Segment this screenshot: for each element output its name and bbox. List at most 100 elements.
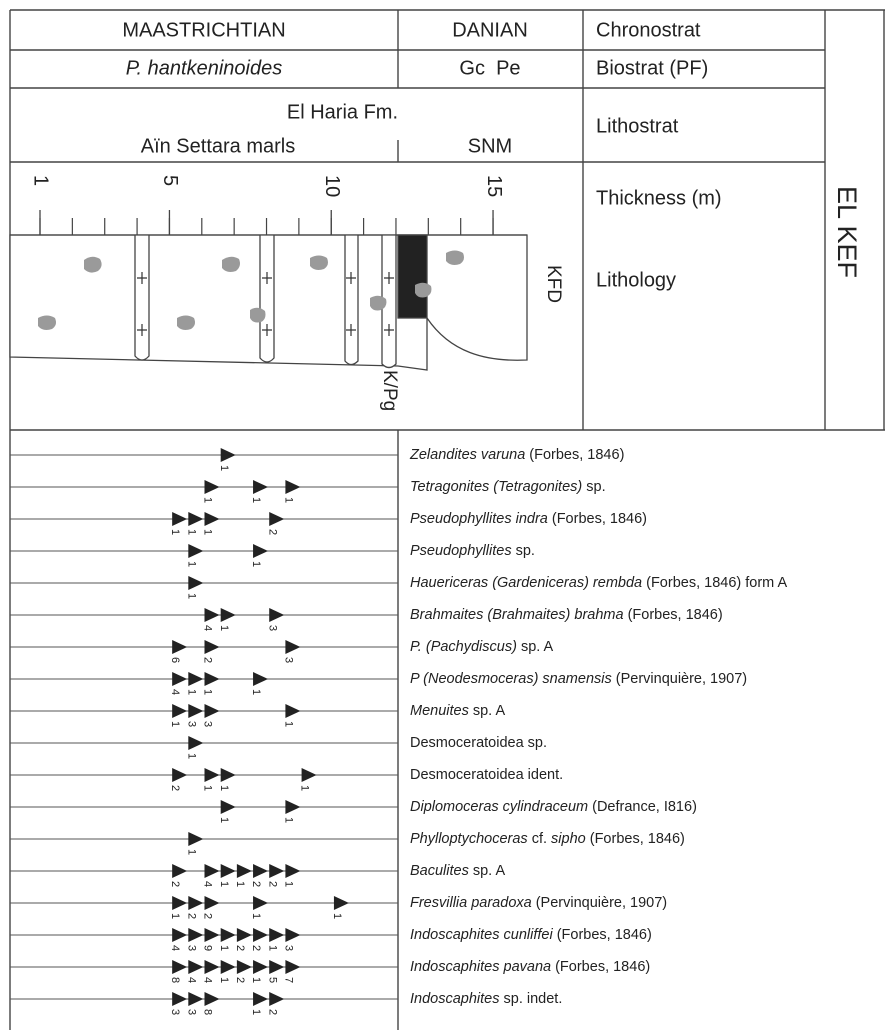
- occurrence-count: 2: [202, 913, 214, 919]
- occurrence-count: 5: [266, 977, 278, 983]
- tick-label: 15: [483, 175, 505, 197]
- taxon-name-part: Desmoceratoidea sp.: [410, 735, 547, 751]
- occurrence-marker: [188, 672, 203, 686]
- taxon-name-part: Desmoceratoidea ident.: [410, 767, 563, 783]
- taxon-name-part: Pseudophyllites indra: [410, 511, 548, 527]
- taxon-name: Indoscaphites sp. indet.: [410, 991, 562, 1007]
- taxon-name-part: Phylloptychoceras: [410, 831, 528, 847]
- occurrence-count: 1: [250, 689, 262, 695]
- occurrence-marker: [172, 640, 187, 654]
- occurrence-count: 3: [202, 721, 214, 727]
- taxon-name: P. (Pachydiscus) sp. A: [410, 639, 554, 655]
- occurrence-marker: [253, 992, 268, 1006]
- occurrence-marker: [205, 992, 220, 1006]
- occurrence-marker: [221, 960, 236, 974]
- occurrence-count: 2: [169, 785, 181, 791]
- chronostrat-maastrichtian: MAASTRICHTIAN: [122, 19, 285, 41]
- page: MAASTRICHTIAN DANIAN Chronostrat P. hant…: [0, 0, 885, 1030]
- occurrence-marker: [172, 960, 187, 974]
- occurrence-marker: [172, 896, 187, 910]
- occurrence-count: 4: [202, 625, 214, 631]
- formation: El Haria Fm.: [287, 101, 398, 123]
- occurrence-marker: [221, 928, 236, 942]
- occurrence-marker: [221, 768, 236, 782]
- occurrence-count: 1: [250, 1009, 262, 1015]
- biostrat-danian: Gc Pe: [459, 57, 520, 79]
- tick-label: 10: [321, 175, 343, 197]
- occurrence-marker: [269, 928, 284, 942]
- occurrence-count: 1: [202, 497, 214, 503]
- occurrence-marker: [188, 928, 203, 942]
- taxon-name-part: (Forbes, 1846) form A: [642, 575, 787, 591]
- occurrence-marker: [285, 800, 300, 814]
- taxon-name-part: (Forbes, 1846): [548, 511, 647, 527]
- occurrence-count: 1: [218, 817, 230, 823]
- occurrence-marker: [334, 896, 349, 910]
- occurrence-count: 1: [283, 817, 295, 823]
- taxon-name-part: (Forbes, 1846): [525, 447, 624, 463]
- occurrence-count: 1: [218, 785, 230, 791]
- occurrence-count: 1: [250, 913, 262, 919]
- occurrence-marker: [285, 864, 300, 878]
- occurrence-count: 7: [283, 977, 295, 983]
- tick-label: 5: [159, 175, 181, 186]
- occurrence-count: 2: [250, 881, 262, 887]
- occurrence-count: 1: [185, 753, 197, 759]
- occurrence-count: 1: [169, 529, 181, 535]
- taxon-name-part: (Pervinquière, 1907): [612, 671, 747, 687]
- occurrence-marker: [205, 896, 220, 910]
- lithology-label: Lithology: [596, 269, 676, 291]
- occurrence-count: 1: [299, 785, 311, 791]
- chronostrat-danian: DANIAN: [452, 19, 528, 41]
- occurrence-marker: [253, 928, 268, 942]
- occurrence-marker: [269, 512, 284, 526]
- occurrence-marker: [269, 864, 284, 878]
- occurrence-marker: [253, 672, 268, 686]
- taxon-name-part: sipho: [551, 831, 586, 847]
- occurrence-marker: [188, 512, 203, 526]
- occurrence-count: 1: [250, 561, 262, 567]
- thickness-scale: 151015: [10, 175, 527, 235]
- occurrence-count: 1: [250, 497, 262, 503]
- taxon-name-part: (Pervinquière, 1907): [532, 895, 667, 911]
- occurrence-marker: [285, 960, 300, 974]
- taxon-name-part: sp.: [582, 479, 605, 495]
- taxon-name-part: Zelandites varuna: [409, 447, 525, 463]
- occurrence-count: 1: [234, 881, 246, 887]
- occurrence-marker: [253, 864, 268, 878]
- taxon-name-part: Fresvillia paradoxa: [410, 895, 532, 911]
- occurrence-count: 4: [185, 977, 197, 983]
- occurrence-count: 3: [266, 625, 278, 631]
- occurrence-count: 2: [234, 977, 246, 983]
- occurrence-marker: [188, 832, 203, 846]
- taxon-name: Pseudophyllites sp.: [410, 543, 535, 559]
- occurrence-count: 1: [202, 785, 214, 791]
- occurrence-count: 1: [331, 913, 343, 919]
- snm: SNM: [468, 135, 512, 157]
- occurrence-marker: [205, 864, 220, 878]
- occurrence-count: 1: [283, 881, 295, 887]
- taxon-name-part: sp. A: [469, 703, 506, 719]
- taxon-name-part: Brahmaites (Brahmaites) brahma: [410, 607, 624, 623]
- occurrence-count: 2: [250, 945, 262, 951]
- occurrence-count: 1: [218, 625, 230, 631]
- taxon-name-part: Tetragonites (Tetragonites): [410, 479, 582, 495]
- taxon-name: Brahmaites (Brahmaites) brahma (Forbes, …: [410, 607, 723, 623]
- taxon-name: Desmoceratoidea ident.: [410, 767, 563, 783]
- range-chart: MAASTRICHTIAN DANIAN Chronostrat P. hant…: [0, 0, 885, 1030]
- occurrence-marker: [285, 704, 300, 718]
- taxon-name-part: (Forbes, 1846): [586, 831, 685, 847]
- occurrence-marker: [269, 608, 284, 622]
- occurrence-marker: [253, 896, 268, 910]
- occurrence-count: 2: [234, 945, 246, 951]
- taxon-name: Pseudophyllites indra (Forbes, 1846): [410, 511, 647, 527]
- occurrence-count: 6: [169, 657, 181, 663]
- taxon-name-part: sp.: [512, 543, 535, 559]
- occurrence-count: 1: [202, 689, 214, 695]
- taxon-name: P (Neodesmoceras) snamensis (Pervinquièr…: [410, 671, 747, 687]
- taxon-name-part: Indoscaphites cunliffei: [410, 927, 553, 943]
- occurrence-marker: [205, 672, 220, 686]
- section-name: EL KEF: [832, 186, 862, 278]
- occurrence-marker: [253, 960, 268, 974]
- member: Aïn Settara marls: [141, 135, 296, 157]
